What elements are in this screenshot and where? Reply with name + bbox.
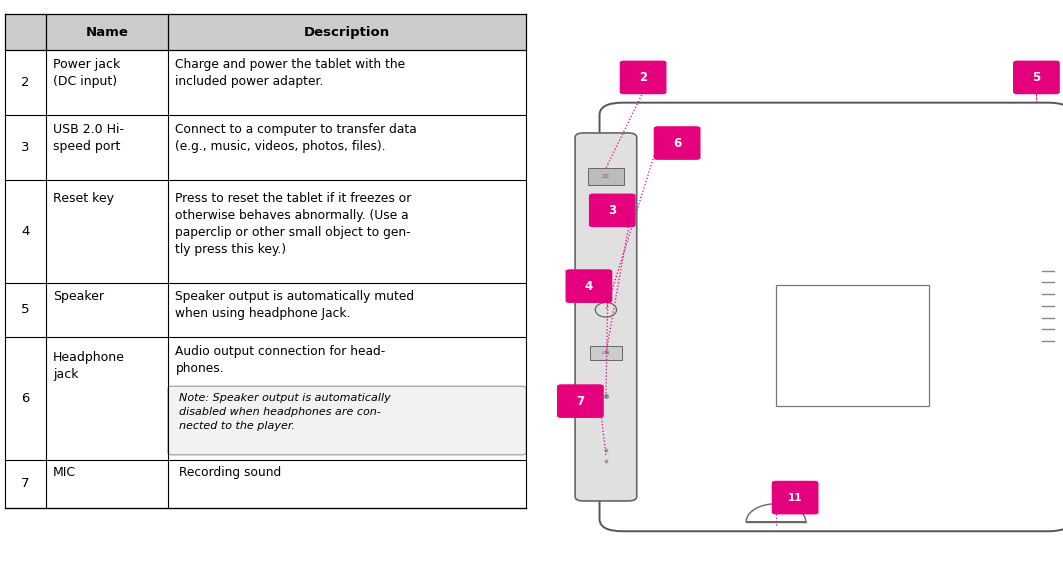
Bar — [588, 168, 624, 185]
Text: 5: 5 — [1032, 71, 1041, 84]
FancyBboxPatch shape — [620, 61, 667, 94]
Text: Reset key: Reset key — [53, 192, 114, 205]
Text: Charge and power the tablet with the
included power adapter.: Charge and power the tablet with the inc… — [175, 58, 405, 88]
Text: 2: 2 — [639, 71, 647, 84]
Text: Headphone
jack: Headphone jack — [53, 351, 125, 381]
Text: 7: 7 — [576, 394, 585, 408]
Text: Recording sound: Recording sound — [175, 466, 282, 479]
Text: 3: 3 — [21, 141, 30, 154]
Text: Name: Name — [85, 26, 129, 39]
FancyBboxPatch shape — [575, 133, 637, 501]
Bar — [5, 14, 526, 50]
FancyBboxPatch shape — [600, 103, 1063, 531]
Text: Power jack
(DC input): Power jack (DC input) — [53, 58, 120, 88]
Text: 3: 3 — [608, 204, 617, 217]
Bar — [5, 283, 526, 337]
FancyBboxPatch shape — [654, 126, 701, 160]
Bar — [5, 115, 526, 180]
Text: Press to reset the tablet if it freezes or
otherwise behaves abnormally. (Use a
: Press to reset the tablet if it freezes … — [175, 192, 411, 256]
FancyBboxPatch shape — [557, 384, 604, 418]
Text: USB: USB — [602, 351, 610, 355]
Text: 6: 6 — [673, 136, 681, 150]
Text: MIC: MIC — [53, 466, 77, 479]
FancyBboxPatch shape — [168, 386, 526, 455]
Text: Speaker output is automatically muted
when using headphone Jack.: Speaker output is automatically muted wh… — [175, 289, 415, 320]
Text: Description: Description — [304, 26, 390, 39]
Text: 4: 4 — [585, 279, 593, 293]
Text: Speaker: Speaker — [53, 289, 104, 303]
Bar — [5, 460, 526, 508]
Text: 6: 6 — [21, 392, 30, 405]
Bar — [590, 346, 622, 360]
Bar — [5, 180, 526, 283]
Bar — [5, 337, 526, 460]
FancyBboxPatch shape — [772, 481, 819, 514]
FancyBboxPatch shape — [1013, 61, 1060, 94]
Text: 2: 2 — [21, 76, 30, 89]
Text: Connect to a computer to transfer data
(e.g., music, videos, photos, files).: Connect to a computer to transfer data (… — [175, 123, 417, 153]
Bar — [776, 284, 929, 406]
Text: 7: 7 — [21, 477, 30, 490]
Text: DC: DC — [603, 174, 609, 179]
Polygon shape — [746, 504, 806, 522]
Text: 4: 4 — [21, 225, 30, 238]
Text: 5: 5 — [21, 304, 30, 316]
Text: Audio output connection for head-
phones.: Audio output connection for head- phones… — [175, 345, 386, 375]
Bar — [5, 50, 526, 115]
Text: USB 2.0 Hi-
speed port: USB 2.0 Hi- speed port — [53, 123, 124, 153]
Text: Note: Speaker output is automatically
disabled when headphones are con-
nected t: Note: Speaker output is automatically di… — [179, 393, 390, 431]
FancyBboxPatch shape — [566, 269, 612, 303]
Text: 11: 11 — [788, 493, 803, 503]
FancyBboxPatch shape — [589, 194, 636, 227]
